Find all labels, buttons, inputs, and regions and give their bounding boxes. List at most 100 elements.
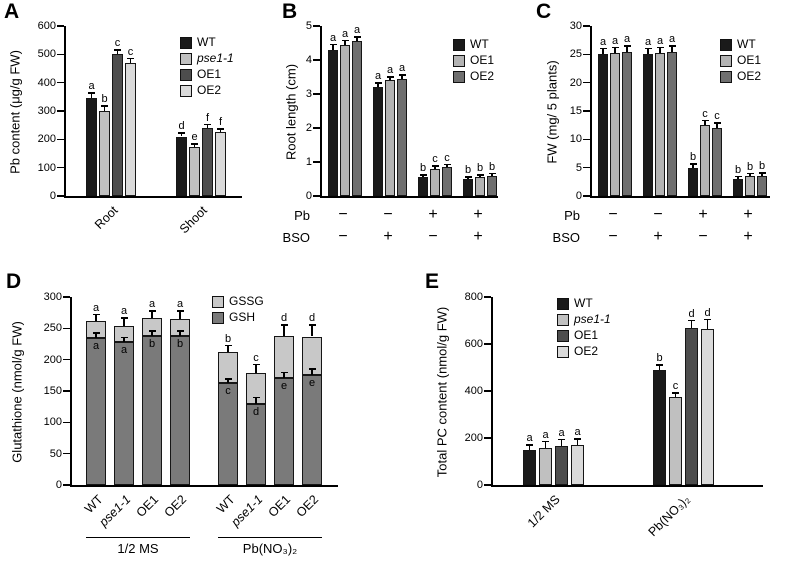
legend-item: GSSG bbox=[212, 295, 264, 308]
y-tick bbox=[57, 138, 64, 141]
x-category-label: OE1 bbox=[265, 492, 294, 520]
y-tick-label: 600 bbox=[37, 20, 56, 32]
sig-letter: d bbox=[688, 307, 695, 320]
legend-swatch-icon bbox=[180, 68, 192, 81]
y-tick bbox=[313, 161, 320, 163]
y-tick-label: 100 bbox=[43, 416, 62, 429]
y-tick bbox=[63, 296, 70, 298]
error-bar bbox=[389, 77, 391, 81]
legend-label: GSH bbox=[229, 310, 256, 324]
error-bar-cap bbox=[419, 174, 427, 176]
panel-A: A a d b e c f c f 0 100 200 300 400 500 600 Pb content … bbox=[0, 0, 272, 265]
y-tick bbox=[57, 195, 64, 197]
sig-letter: a bbox=[599, 35, 607, 48]
sig-letter: b bbox=[734, 163, 742, 176]
sig-letter: a bbox=[558, 426, 565, 439]
x-category-label: OE2 bbox=[161, 492, 190, 520]
y-tick bbox=[63, 452, 70, 455]
legend-item: OE1 bbox=[720, 54, 761, 67]
y-tick bbox=[484, 437, 491, 439]
y-tick bbox=[583, 25, 590, 27]
sig-letter: c bbox=[702, 107, 708, 120]
sig-letter: b bbox=[464, 164, 472, 177]
legend-swatch-icon bbox=[557, 329, 569, 342]
error-bar bbox=[219, 129, 222, 132]
error-bar-cap bbox=[542, 440, 549, 443]
sig-letter: a bbox=[398, 62, 406, 75]
y-tick-label: 50 bbox=[49, 447, 62, 460]
error-bar bbox=[129, 58, 132, 64]
sig-letter: a bbox=[176, 298, 184, 311]
error-bar-cap bbox=[280, 371, 288, 374]
bar-WT bbox=[643, 54, 653, 196]
legend-item: WT bbox=[720, 38, 761, 51]
sig-letter: d bbox=[178, 120, 185, 133]
sig-letter: b bbox=[476, 162, 484, 175]
error-bar-cap bbox=[353, 36, 361, 38]
error-bar-cap bbox=[176, 330, 184, 332]
error-bar-cap bbox=[252, 396, 260, 399]
x-category-label: Shoot bbox=[177, 203, 211, 237]
treatment-cell: − bbox=[608, 228, 618, 245]
error-bar bbox=[401, 75, 403, 79]
error-bar-cap bbox=[746, 172, 754, 175]
bar-gsh bbox=[170, 335, 190, 485]
bar-OE1 bbox=[112, 54, 123, 196]
legend-label: OE1 bbox=[470, 53, 495, 67]
error-bar-cap bbox=[398, 74, 406, 76]
legend-label: pse1-1 bbox=[574, 312, 611, 326]
sig-letter: a bbox=[120, 305, 128, 318]
error-bar bbox=[356, 37, 358, 42]
legend-swatch-icon bbox=[720, 38, 732, 51]
error-bar bbox=[576, 439, 579, 446]
legend-item: WT bbox=[453, 38, 494, 51]
error-bar bbox=[255, 364, 257, 374]
panel-label-D: D bbox=[6, 270, 22, 293]
legend-swatch-icon bbox=[212, 295, 224, 308]
legend-label: WT bbox=[470, 37, 489, 51]
treatment-row-label: Pb bbox=[294, 208, 310, 223]
error-bar-cap bbox=[88, 92, 95, 94]
error-bar bbox=[690, 320, 693, 328]
error-bar-cap bbox=[599, 47, 607, 50]
error-bar bbox=[434, 166, 436, 169]
y-tick-label: 300 bbox=[37, 105, 56, 117]
legend-label: WT bbox=[737, 37, 756, 51]
error-bar-cap bbox=[127, 57, 134, 60]
bar-pse1-1 bbox=[669, 396, 682, 485]
y-axis-label: Glutathione (nmol/g FW) bbox=[9, 321, 25, 463]
sig-letter: b bbox=[419, 162, 427, 175]
panel-B: B a a b b a a c b a a c b 0 1 2 3 4 5 Root length (cm) WT OE… bbox=[272, 0, 532, 265]
y-tick bbox=[313, 59, 320, 61]
panel-label-C: C bbox=[536, 0, 552, 23]
legend-label: OE2 bbox=[197, 83, 222, 97]
y-tick-label: 200 bbox=[464, 432, 483, 444]
error-bar-cap bbox=[713, 122, 721, 124]
sig-letter: d bbox=[252, 405, 260, 418]
error-bar-cap bbox=[252, 363, 260, 366]
sig-letter: a bbox=[374, 70, 382, 83]
sig-letter: c bbox=[672, 380, 679, 393]
bar-OE2 bbox=[397, 78, 407, 196]
sig-letter: c bbox=[444, 151, 450, 164]
legend-swatch-icon bbox=[557, 297, 569, 310]
x-category-label: OE1 bbox=[133, 492, 162, 520]
y-tick bbox=[583, 166, 590, 169]
y-axis-label: Pb content (μg/g FW) bbox=[7, 50, 23, 174]
y-tick-label: 0 bbox=[49, 190, 56, 202]
bar-WT bbox=[418, 177, 428, 196]
sig-letter: b bbox=[656, 352, 663, 365]
bar-OE2 bbox=[215, 131, 226, 196]
sig-letter: a bbox=[92, 301, 100, 314]
y-tick bbox=[484, 484, 491, 486]
error-bar-cap bbox=[374, 82, 382, 84]
sig-letter: a bbox=[92, 339, 100, 352]
legend-label: OE2 bbox=[574, 344, 599, 358]
bar-OE2 bbox=[487, 175, 497, 196]
y-tick bbox=[57, 110, 64, 112]
legend-swatch-icon bbox=[212, 311, 224, 324]
legend-swatch-icon bbox=[453, 38, 465, 51]
bar-WT bbox=[598, 54, 608, 196]
error-bar bbox=[716, 123, 718, 128]
error-bar bbox=[560, 439, 563, 447]
